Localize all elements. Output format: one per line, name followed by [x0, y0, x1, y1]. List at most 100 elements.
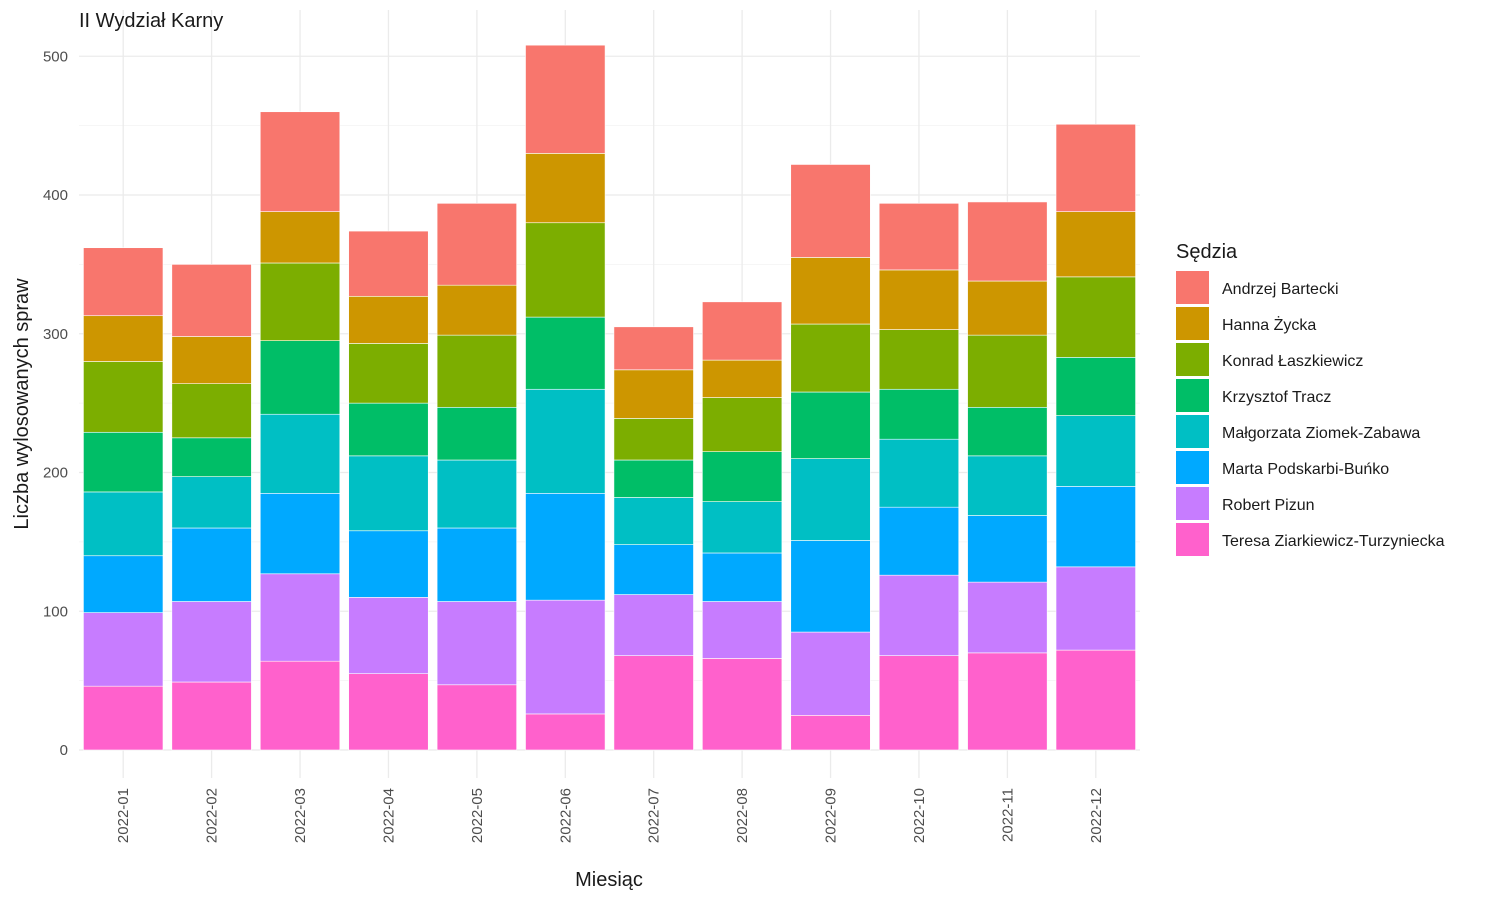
- bar-segment: [702, 658, 783, 751]
- legend-title: Sędzia: [1176, 241, 1238, 263]
- legend-label: Konrad Łaszkiewicz: [1222, 353, 1363, 370]
- bar-segment: [171, 476, 252, 529]
- bar-segment: [436, 684, 517, 751]
- bar-segment: [790, 631, 871, 716]
- bar-segment: [613, 594, 694, 656]
- bar-segment: [702, 301, 783, 361]
- legend-swatch: [1176, 307, 1209, 340]
- bar-segment: [259, 413, 341, 494]
- bar-segment: [259, 493, 341, 575]
- bar-segment: [436, 203, 517, 286]
- legend-swatch: [1176, 379, 1209, 412]
- bar-segment: [967, 455, 1048, 516]
- bar-segment: [613, 544, 694, 595]
- bar-segment: [1055, 276, 1136, 358]
- bar-segment: [967, 201, 1048, 282]
- bar-segment: [790, 323, 871, 393]
- bar-segment: [348, 597, 429, 674]
- bar-segment: [171, 264, 252, 337]
- bar-segment: [878, 388, 960, 440]
- bar-segment: [171, 601, 252, 683]
- x-tick-label: 2022-11: [999, 788, 1016, 842]
- bar-segment: [525, 599, 606, 715]
- bar-segment: [1055, 486, 1136, 568]
- bar-segment: [436, 406, 517, 461]
- bar-segment: [1055, 415, 1136, 487]
- bar-segment: [1055, 123, 1136, 212]
- y-tick-label: 500: [43, 48, 68, 65]
- bar-segment: [967, 406, 1048, 457]
- y-tick-label: 300: [43, 326, 68, 343]
- bar-segment: [436, 459, 517, 529]
- bar-segment: [83, 491, 164, 557]
- legend: Sędzia Andrzej Bartecki Hanna Życka Konrad…: [1176, 241, 1445, 556]
- chart-title: II Wydział Karny: [79, 10, 223, 32]
- bar-segment: [1055, 649, 1136, 751]
- y-axis-title: Liczba wylosowanych spraw: [11, 278, 33, 530]
- legend-label: Andrzej Bartecki: [1222, 281, 1339, 298]
- bar-segment: [525, 316, 606, 390]
- bar-segment: [1055, 357, 1136, 416]
- bar-segment: [702, 501, 783, 554]
- bar-segment: [613, 326, 694, 371]
- x-tick-label: 2022-07: [646, 788, 663, 843]
- bar-segment: [878, 203, 960, 271]
- bar-segment: [348, 230, 429, 297]
- bar-segment: [348, 673, 429, 751]
- legend-label: Teresa Ziarkiewicz-Turzyniecka: [1222, 533, 1445, 550]
- x-tick-label: 2022-12: [1088, 788, 1105, 843]
- bar-segment: [1055, 566, 1136, 651]
- x-axis-title: Miesiąc: [575, 869, 643, 891]
- bar-segment: [259, 660, 341, 751]
- bar-segment: [878, 269, 960, 330]
- bar-segment: [436, 334, 517, 408]
- bar-segment: [702, 451, 783, 502]
- bar-segment: [790, 540, 871, 633]
- legend-swatch: [1176, 343, 1209, 376]
- bar-segment: [348, 455, 429, 532]
- bar-segment: [790, 391, 871, 459]
- bar-segment: [83, 361, 164, 433]
- bar-segment: [83, 247, 164, 317]
- x-axis-ticks: 2022-01 2022-02 2022-03 2022-04 2022-05 2022-…: [115, 788, 1105, 843]
- bars: [83, 44, 1136, 751]
- bar-segment: [790, 257, 871, 325]
- legend-swatch: [1176, 451, 1209, 484]
- bar-segment: [702, 601, 783, 659]
- bar-segment: [259, 211, 341, 264]
- x-tick-label: 2022-09: [823, 788, 840, 843]
- bar-segment: [171, 437, 252, 477]
- bar-segment: [525, 388, 606, 494]
- bar-segment: [171, 336, 252, 384]
- bar-segment: [436, 601, 517, 686]
- bar-segment: [878, 438, 960, 508]
- bar-segment: [702, 397, 783, 452]
- bar-segment: [83, 612, 164, 687]
- legend-swatch: [1176, 523, 1209, 556]
- y-axis-ticks: 0 100 200 300 400 500: [43, 48, 68, 759]
- bar-segment: [967, 334, 1048, 408]
- bar-segment: [525, 493, 606, 601]
- bar-segment: [259, 573, 341, 662]
- legend-label: Krzysztof Tracz: [1222, 389, 1331, 406]
- bar-segment: [967, 581, 1048, 654]
- bar-segment: [348, 343, 429, 404]
- bar-segment: [702, 552, 783, 602]
- bar-segment: [171, 383, 252, 439]
- bar-segment: [967, 515, 1048, 583]
- bar-segment: [259, 262, 341, 341]
- bar-segment: [525, 222, 606, 318]
- bar-segment: [348, 402, 429, 457]
- bar-segment: [259, 340, 341, 415]
- bar-segment: [1055, 211, 1136, 278]
- legend-swatch: [1176, 271, 1209, 304]
- bar-segment: [878, 506, 960, 576]
- bar-segment: [613, 369, 694, 419]
- legend-swatch: [1176, 415, 1209, 448]
- bar-segment: [878, 574, 960, 656]
- y-tick-label: 100: [43, 603, 68, 620]
- bar-segment: [83, 685, 164, 751]
- bar-segment: [878, 655, 960, 751]
- x-tick-label: 2022-03: [292, 788, 309, 843]
